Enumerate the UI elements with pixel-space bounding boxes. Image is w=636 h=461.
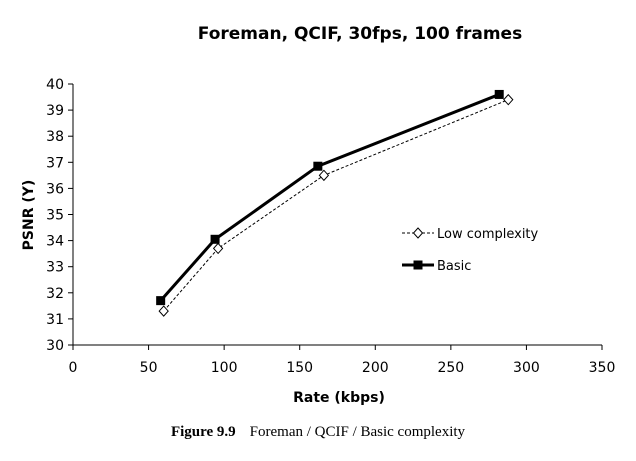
data-point-low-complexity: [158, 305, 169, 317]
x-tick-label: 200: [362, 360, 389, 376]
chart-axes: 30 31 32 33 34 35 36 37 38 39 40 0 50 100 150 200 250 300…: [46, 77, 615, 376]
x-axis-label: Rate (kbps): [293, 390, 385, 406]
data-point-low-complexity: [503, 93, 514, 106]
series-low-complexity: [158, 93, 514, 317]
data-point-basic: [313, 161, 323, 171]
x-tick-label: 0: [69, 360, 78, 376]
y-tick-label: 38: [46, 129, 64, 145]
data-point-basic: [494, 89, 504, 99]
x-tick-label: 300: [513, 360, 540, 376]
legend-label-low-complexity: Low complexity: [437, 227, 539, 242]
data-point-low-complexity: [318, 169, 330, 182]
legend-marker-basic: [413, 260, 423, 270]
y-tick-label: 31: [46, 312, 64, 328]
chart-series: [156, 89, 514, 317]
y-tick-label: 30: [46, 338, 64, 354]
y-tick-label: 32: [46, 286, 64, 302]
x-tick-label: 50: [140, 360, 158, 376]
y-tick-label: 40: [46, 77, 64, 93]
caption-text: Foreman / QCIF / Basic complexity: [249, 424, 466, 440]
y-axis-label: PSNR (Y): [21, 180, 37, 251]
y-tick-label: 35: [46, 208, 64, 224]
legend-label-basic: Basic: [437, 259, 471, 274]
data-point-basic: [156, 296, 166, 306]
x-tick-label: 150: [286, 360, 313, 376]
series-line-basic: [159, 93, 500, 302]
y-tick-label: 33: [46, 260, 64, 276]
legend-marker-low-complexity: [412, 227, 424, 239]
x-tick-label: 250: [437, 360, 464, 376]
data-point-low-complexity: [212, 242, 224, 255]
y-tick-label: 36: [46, 181, 64, 197]
chart-title: Foreman, QCIF, 30fps, 100 frames: [198, 24, 522, 44]
x-tick-label: 100: [211, 360, 238, 376]
figure-caption: Figure 9.9 Foreman / QCIF / Basic complex…: [0, 424, 636, 441]
data-point-basic: [210, 234, 220, 244]
x-tick-label: 350: [589, 360, 616, 376]
chart-legend: Low complexity Basic: [402, 227, 539, 274]
series-basic: [156, 89, 504, 306]
series-line-low-complexity: [163, 99, 509, 312]
y-tick-label: 37: [46, 155, 64, 171]
caption-number: Figure 9.9: [170, 424, 236, 440]
y-tick-label: 34: [46, 234, 64, 250]
y-tick-label: 39: [46, 103, 64, 119]
